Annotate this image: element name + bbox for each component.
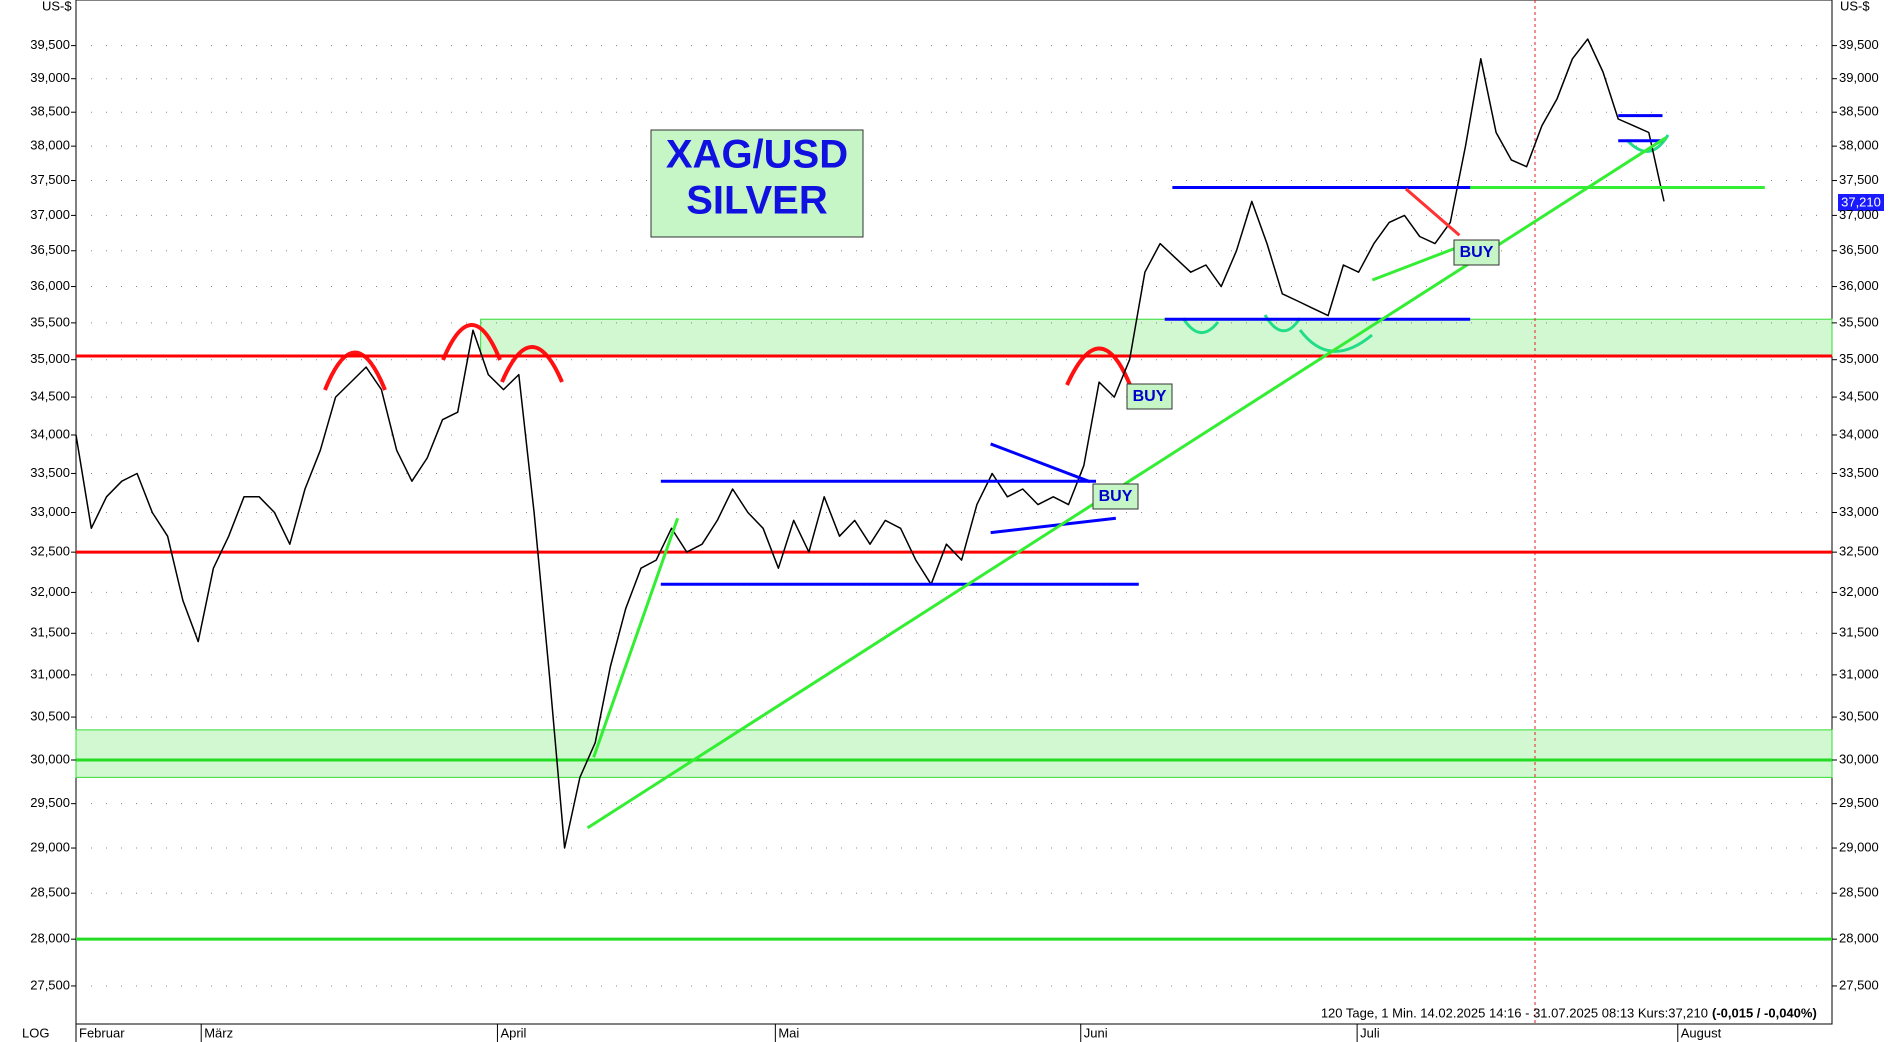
- y2-tick-label: 28,000: [1839, 931, 1879, 946]
- trend-line: [1404, 187, 1461, 237]
- y2-tick-label: 29,000: [1839, 839, 1879, 854]
- buy-box: [1126, 383, 1173, 410]
- x-tick-label: Mai: [778, 1025, 799, 1040]
- y2-tick-label: 29,500: [1839, 795, 1879, 810]
- y2-tick-label: 27,500: [1839, 977, 1879, 992]
- y-tick-label: 29,500: [30, 795, 70, 810]
- y-tick-label: 29,000: [30, 839, 70, 854]
- zone: [75, 729, 1833, 778]
- x-tick-label: Juni: [1084, 1025, 1108, 1040]
- y2-axis-label: US-$: [1840, 0, 1870, 13]
- scale-label: LOG: [22, 1025, 49, 1040]
- trend-line: [990, 516, 1117, 535]
- y2-tick-label: 33,500: [1839, 465, 1879, 480]
- y-tick-label: 35,500: [30, 314, 70, 329]
- y2-tick-label: 32,000: [1839, 584, 1879, 599]
- y-tick-label: 32,500: [30, 544, 70, 559]
- buy-label: BUY: [1099, 488, 1133, 505]
- trend-line: [1371, 245, 1459, 282]
- y2-tick-label: 36,000: [1839, 278, 1879, 293]
- y-tick-label: 39,000: [30, 70, 70, 85]
- y-tick-label: 27,500: [30, 977, 70, 992]
- y2-tick-label: 30,000: [1839, 751, 1879, 766]
- x-tick-label: Februar: [79, 1025, 125, 1040]
- price-line: [75, 38, 1665, 849]
- arc: [500, 345, 564, 383]
- arc: [323, 350, 387, 391]
- arc: [1065, 346, 1132, 386]
- y-tick-label: 33,500: [30, 465, 70, 480]
- y-tick-label: 28,500: [30, 885, 70, 900]
- y-tick-label: 31,500: [30, 625, 70, 640]
- y2-tick-label: 31,500: [1839, 625, 1879, 640]
- y2-tick-label: 37,500: [1839, 172, 1879, 187]
- smile: [1181, 317, 1220, 334]
- y2-tick-label: 31,000: [1839, 666, 1879, 681]
- title-box: [650, 129, 864, 238]
- info-text: 120 Tage, 1 Min. 14.02.2025 14:16 - 31.0…: [1321, 1005, 1708, 1020]
- y-tick-label: 33,000: [30, 504, 70, 519]
- y2-tick-label: 39,500: [1839, 37, 1879, 52]
- y2-tick-label: 32,500: [1839, 544, 1879, 559]
- y2-tick-label: 34,000: [1839, 426, 1879, 441]
- y-tick-label: 34,000: [30, 426, 70, 441]
- y-tick-label: 32,000: [30, 584, 70, 599]
- y2-tick-label: 35,500: [1839, 314, 1879, 329]
- trend-line: [990, 442, 1091, 484]
- change-text: (-0,015 / -0,040%): [1712, 1005, 1817, 1020]
- y2-tick-label: 34,500: [1839, 389, 1879, 404]
- y-tick-label: 35,000: [30, 351, 70, 366]
- trend-line: [592, 517, 680, 758]
- y2-tick-label: 38,000: [1839, 138, 1879, 153]
- y-tick-label: 39,500: [30, 37, 70, 52]
- y-tick-label: 30,500: [30, 709, 70, 724]
- y-tick-label: 36,000: [30, 278, 70, 293]
- y-tick-label: 31,000: [30, 666, 70, 681]
- y2-tick-label: 39,000: [1839, 70, 1879, 85]
- y2-tick-label: 33,000: [1839, 504, 1879, 519]
- x-tick-label: März: [204, 1025, 233, 1040]
- arc: [441, 323, 502, 361]
- zone: [480, 318, 1833, 357]
- x-tick-label: April: [500, 1025, 526, 1040]
- y-tick-label: 37,000: [30, 207, 70, 222]
- chart-title: XAG/USD: [666, 133, 848, 177]
- last-price: 37,210: [1841, 194, 1881, 209]
- buy-label: BUY: [1460, 244, 1494, 261]
- y2-tick-label: 37,000: [1839, 207, 1879, 222]
- y2-tick-label: 30,500: [1839, 709, 1879, 724]
- last-price-box: [1838, 194, 1884, 211]
- y-tick-label: 37,500: [30, 172, 70, 187]
- y-tick-label: 38,500: [30, 104, 70, 119]
- y-tick-label: 30,000: [30, 751, 70, 766]
- y2-tick-label: 28,500: [1839, 885, 1879, 900]
- y2-tick-label: 35,000: [1839, 351, 1879, 366]
- y2-tick-label: 36,500: [1839, 242, 1879, 257]
- pattern-arcs: [323, 323, 1132, 391]
- y-tick-label: 38,000: [30, 138, 70, 153]
- y-tick-label: 34,500: [30, 389, 70, 404]
- chart-subtitle: SILVER: [686, 179, 828, 223]
- y-axis-label: US-$: [42, 0, 72, 13]
- x-tick-label: August: [1681, 1025, 1722, 1040]
- y-tick-label: 36,500: [30, 242, 70, 257]
- y-tick-label: 28,000: [30, 931, 70, 946]
- buy-label: BUY: [1133, 388, 1167, 405]
- plot-frame: [75, 0, 1833, 1025]
- buy-box: [1092, 483, 1139, 510]
- y2-tick-label: 38,500: [1839, 104, 1879, 119]
- x-tick-label: Juli: [1360, 1025, 1380, 1040]
- buy-box: [1453, 239, 1500, 266]
